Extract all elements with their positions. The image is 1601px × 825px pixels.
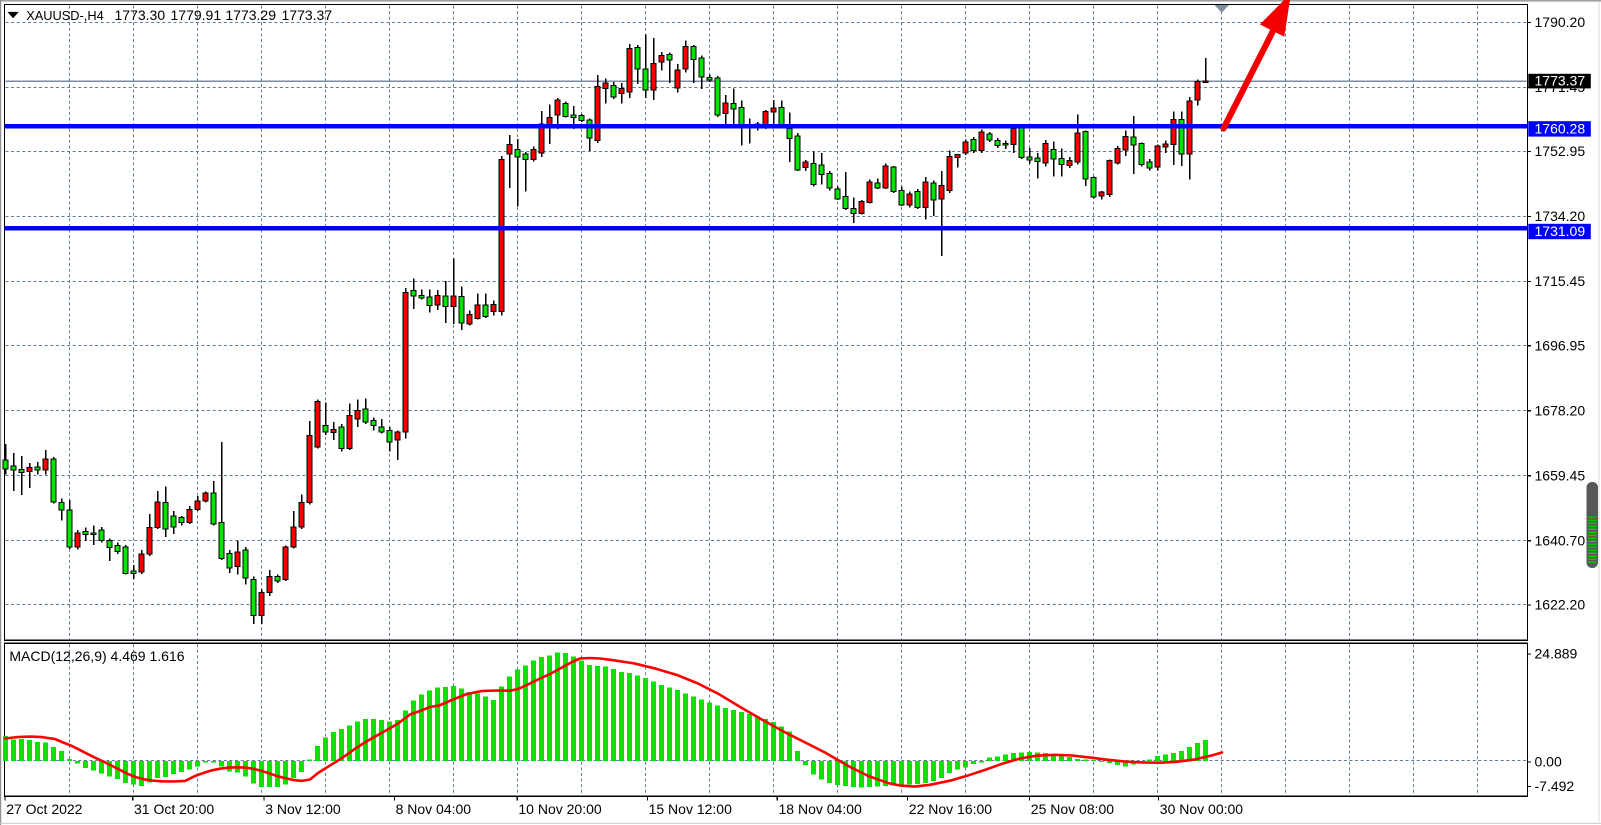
svg-text:1715.45: 1715.45 — [1535, 273, 1586, 289]
svg-text:1731.09: 1731.09 — [1535, 223, 1586, 239]
svg-text:1773.29: 1773.29 — [225, 7, 276, 23]
svg-text:1696.95: 1696.95 — [1535, 337, 1586, 353]
svg-text:8 Nov 04:00: 8 Nov 04:00 — [396, 801, 472, 817]
svg-text:1640.70: 1640.70 — [1535, 532, 1586, 548]
svg-text:22 Nov 16:00: 22 Nov 16:00 — [909, 801, 992, 817]
svg-text:1678.20: 1678.20 — [1535, 402, 1586, 418]
svg-text:1790.20: 1790.20 — [1535, 14, 1586, 30]
svg-text:XAUUSD-,H4: XAUUSD-,H4 — [26, 8, 104, 23]
svg-text:18 Nov 04:00: 18 Nov 04:00 — [779, 801, 862, 817]
svg-text:MACD(12,26,9) 4.469 1.616: MACD(12,26,9) 4.469 1.616 — [9, 648, 184, 664]
svg-text:-7.492: -7.492 — [1535, 778, 1575, 794]
svg-text:0.00: 0.00 — [1535, 754, 1562, 770]
svg-text:1779.91: 1779.91 — [171, 7, 222, 23]
svg-text:1659.45: 1659.45 — [1535, 467, 1586, 483]
svg-text:10 Nov 20:00: 10 Nov 20:00 — [518, 801, 601, 817]
svg-text:1773.37: 1773.37 — [282, 7, 333, 23]
svg-text:1760.28: 1760.28 — [1535, 121, 1586, 137]
svg-text:1622.20: 1622.20 — [1535, 596, 1586, 612]
svg-text:1734.20: 1734.20 — [1535, 208, 1586, 224]
svg-text:1773.37: 1773.37 — [1535, 73, 1586, 89]
svg-text:15 Nov 12:00: 15 Nov 12:00 — [649, 801, 732, 817]
svg-text:24.889: 24.889 — [1535, 646, 1578, 662]
svg-text:1773.30: 1773.30 — [115, 7, 166, 23]
svg-text:1752.95: 1752.95 — [1535, 143, 1586, 159]
svg-text:25 Nov 08:00: 25 Nov 08:00 — [1031, 801, 1114, 817]
svg-text:30 Nov 00:00: 30 Nov 00:00 — [1160, 801, 1243, 817]
svg-text:3 Nov 12:00: 3 Nov 12:00 — [265, 801, 341, 817]
svg-text:31 Oct 20:00: 31 Oct 20:00 — [134, 801, 214, 817]
svg-text:27 Oct 2022: 27 Oct 2022 — [6, 801, 82, 817]
